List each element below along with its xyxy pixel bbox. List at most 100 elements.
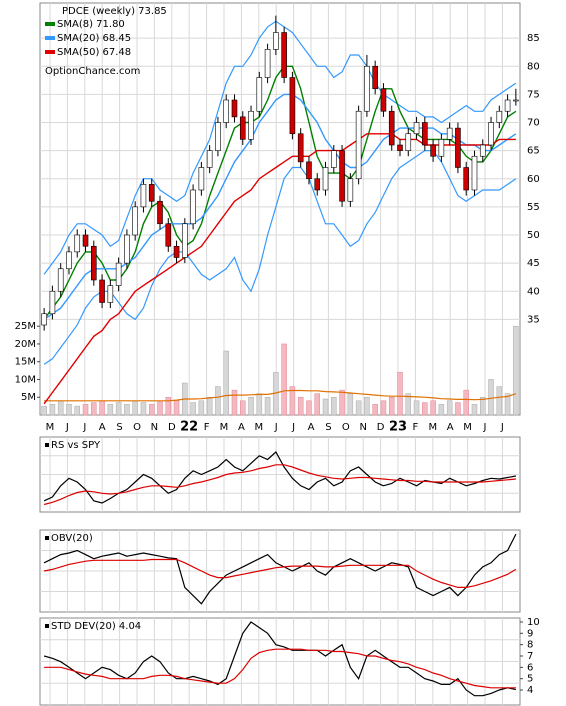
volume-bar (41, 405, 47, 416)
panel-title: STD DEV(20) 4.04 (51, 621, 141, 632)
x-tick-label: S (116, 422, 122, 433)
panel-title: OBV(20) (51, 533, 93, 544)
indicator-line (43, 558, 517, 589)
candle-body (372, 65, 378, 90)
x-tick-label: A (308, 422, 315, 433)
volume-bar (480, 396, 486, 416)
legend-swatch (45, 624, 49, 628)
volume-tick-label: 20M (15, 339, 36, 350)
candle-body (157, 200, 163, 225)
volume-bar (91, 402, 97, 416)
candle-body (190, 189, 196, 225)
candle-body (496, 110, 503, 123)
candle-body (471, 155, 478, 191)
candle-body (306, 161, 312, 180)
candle-body (248, 110, 254, 140)
x-tick-label: F (204, 422, 210, 433)
candle-body (231, 99, 238, 118)
candle-body (438, 139, 445, 157)
candle-body (198, 167, 205, 191)
y-tick-label: 45 (527, 258, 540, 269)
volume-bar (314, 393, 320, 416)
y-tick-label: 7 (527, 651, 533, 662)
candle-body (66, 251, 72, 270)
candle-body (41, 313, 47, 326)
volume-bar (148, 404, 155, 416)
candle-body (206, 150, 213, 168)
volume-bar (331, 396, 337, 416)
x-tick-label: 23 (389, 420, 407, 435)
y-tick-label: 9 (527, 628, 533, 639)
legend-swatch (45, 536, 49, 540)
volume-tick-label: 10M (15, 374, 36, 385)
volume-bar (446, 400, 453, 416)
candle-body (397, 144, 403, 151)
volume-bar (74, 405, 80, 416)
y-tick-label: 85 (527, 33, 540, 44)
x-tick-label: J (274, 422, 278, 433)
candle-body (74, 234, 81, 253)
candle-body (182, 223, 188, 258)
volume-bar (223, 350, 229, 416)
y-tick-label: 70 (527, 118, 540, 129)
legend-label: SMA(50) 67.48 (57, 47, 131, 58)
x-tick-label: M (46, 422, 55, 433)
candle-body (281, 32, 287, 78)
y-tick-label: 40 (527, 286, 540, 297)
candle-body (90, 245, 97, 281)
x-tick-label: M (463, 422, 472, 433)
volume-bar (264, 396, 271, 416)
y-tick-label: 10 (527, 617, 540, 628)
candle-body (355, 110, 362, 180)
sma-line (43, 65, 517, 320)
candle-body (339, 150, 345, 202)
candle-body (513, 99, 519, 102)
x-tick-label: N (151, 422, 158, 433)
x-tick-label: J (82, 422, 86, 433)
volume-bar (306, 400, 312, 416)
volume-bar (115, 402, 122, 416)
volume-average-line (44, 389, 517, 402)
x-tick-label: J (483, 422, 487, 433)
volume-bar (438, 404, 445, 416)
x-tick-label: A (447, 422, 454, 433)
candle-body (289, 77, 296, 135)
candle-body (256, 77, 263, 112)
candle-body (140, 184, 147, 208)
volume-bar (240, 400, 246, 416)
volume-bar (372, 404, 378, 416)
panel-frame (39, 2, 521, 416)
candle-body (388, 110, 395, 146)
candle-body (148, 184, 155, 202)
volume-bar (430, 400, 436, 416)
candle-body (107, 285, 114, 303)
candle-body (165, 223, 172, 247)
volume-bar (339, 389, 345, 416)
candle-body (330, 150, 337, 168)
y-tick-label: 8 (527, 640, 533, 651)
volume-bar (413, 400, 420, 416)
candle-body (488, 122, 494, 146)
legend-swatch (45, 22, 55, 26)
volume-bar (322, 398, 329, 416)
candle-body (297, 133, 304, 163)
volume-bar (190, 402, 196, 416)
volume-bar (49, 404, 56, 416)
volume-bar (455, 402, 461, 416)
x-tick-label: M (220, 422, 229, 433)
x-tick-label: S (325, 422, 331, 433)
y-tick-label: 35 (527, 314, 540, 325)
y-tick-label: 75 (527, 89, 540, 100)
indicator-line (43, 621, 517, 697)
x-tick-label: J (291, 422, 295, 433)
volume-bar (513, 325, 519, 416)
legend-swatch (45, 36, 55, 40)
candle-body (239, 116, 246, 140)
candle-body (49, 290, 56, 315)
x-tick-label: 22 (180, 420, 198, 435)
candle-body (463, 167, 470, 191)
y-tick-label: 55 (527, 202, 540, 213)
x-tick-label: N (359, 422, 366, 433)
y-tick-label: 4 (527, 685, 533, 696)
